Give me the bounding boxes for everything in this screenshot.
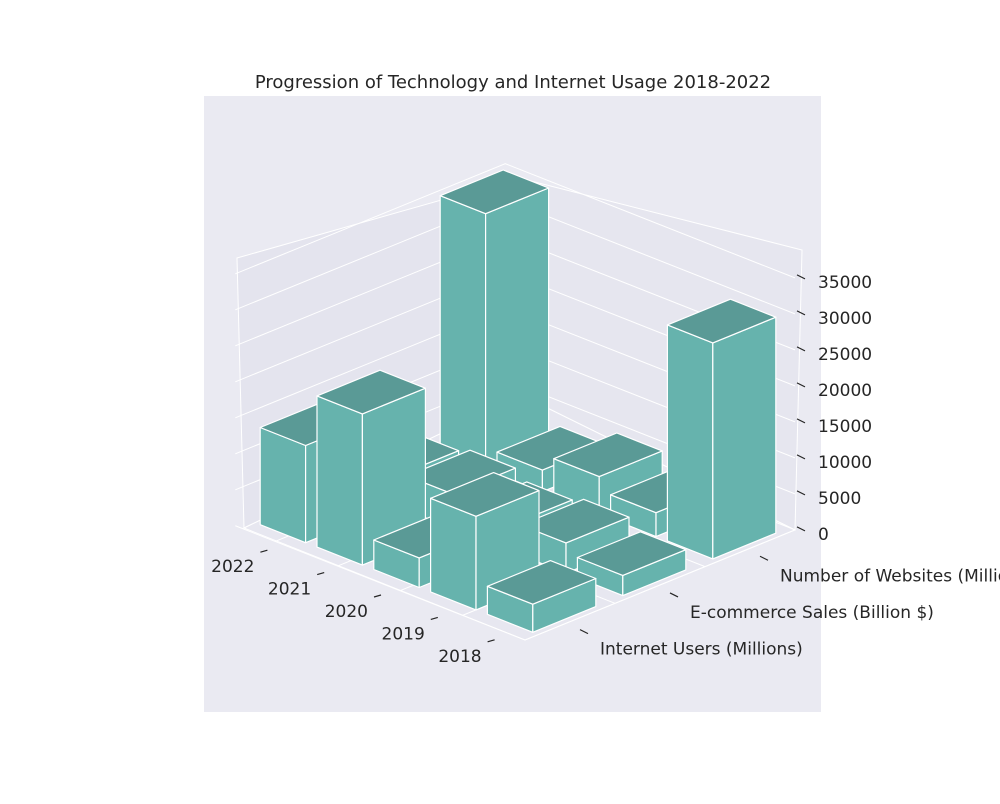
bar-2018-Internet Users (Millions)	[486, 559, 597, 633]
series-tick	[669, 592, 679, 598]
series-tick	[579, 629, 589, 635]
year-tick	[317, 572, 325, 576]
value-tick	[796, 526, 806, 532]
bars-layer	[259, 169, 777, 633]
value-tick-label: 20000	[818, 381, 872, 401]
grid-line	[235, 525, 526, 641]
value-tick	[796, 418, 806, 424]
year-tick	[487, 639, 495, 643]
year-tick	[373, 594, 382, 598]
value-tick-label: 25000	[818, 345, 872, 365]
bar-face-right	[485, 187, 550, 470]
chart-title: Progression of Technology and Internet U…	[255, 72, 771, 93]
bar-face-top	[666, 298, 777, 344]
bar-2021-Internet Users (Millions)	[316, 369, 426, 566]
bar-2018-E-commerce Sales (Billion $)	[576, 531, 687, 597]
year-tick-label: 2020	[325, 602, 368, 622]
series-tick-label: Internet Users (Millions)	[600, 640, 803, 660]
value-tick-label: 15000	[818, 417, 872, 437]
value-tick	[796, 274, 806, 280]
bar-face-left	[666, 324, 714, 560]
series-tick-label: Number of Websites (Millions)	[780, 566, 1000, 586]
year-tick-label: 2018	[438, 647, 481, 667]
bar-face-top	[553, 432, 663, 478]
value-tick	[796, 346, 806, 352]
year-tick	[430, 616, 438, 620]
bar-face-top	[486, 559, 597, 605]
bar-face-right	[712, 316, 777, 560]
bar-face-top	[430, 472, 540, 517]
grid-line	[235, 163, 796, 279]
value-tick	[796, 454, 806, 460]
bar-face-top	[316, 369, 426, 415]
bar-face-top	[439, 169, 550, 215]
series-tick-label: E-commerce Sales (Billion $)	[690, 603, 934, 623]
value-tick-label: 5000	[818, 489, 861, 509]
value-tick	[796, 310, 806, 316]
bar-2022-Number of Websites (Millions)	[439, 169, 550, 470]
value-tick-label: 10000	[818, 453, 872, 473]
bar-face-left	[439, 195, 487, 470]
grid-line	[524, 529, 796, 641]
year-tick-label: 2022	[211, 557, 254, 577]
ticks-layer: 2018 2019 2020 2021 2022 Internet Users (Mill…	[211, 273, 1000, 667]
series-tick	[759, 555, 769, 561]
year-tick	[260, 549, 268, 553]
bar-face-left	[259, 426, 307, 544]
value-tick-label: 30000	[818, 309, 872, 329]
value-tick	[796, 490, 806, 496]
value-tick-label: 0	[818, 525, 829, 545]
bar-face-top	[576, 531, 687, 577]
bar-face-left	[316, 395, 363, 566]
bar-face-left	[430, 497, 477, 611]
year-tick-label: 2019	[382, 624, 425, 644]
value-tick-label: 35000	[818, 273, 872, 293]
year-tick-label: 2021	[268, 580, 311, 600]
value-tick	[796, 382, 806, 388]
bar-2018-Number of Websites (Millions)	[666, 298, 777, 560]
